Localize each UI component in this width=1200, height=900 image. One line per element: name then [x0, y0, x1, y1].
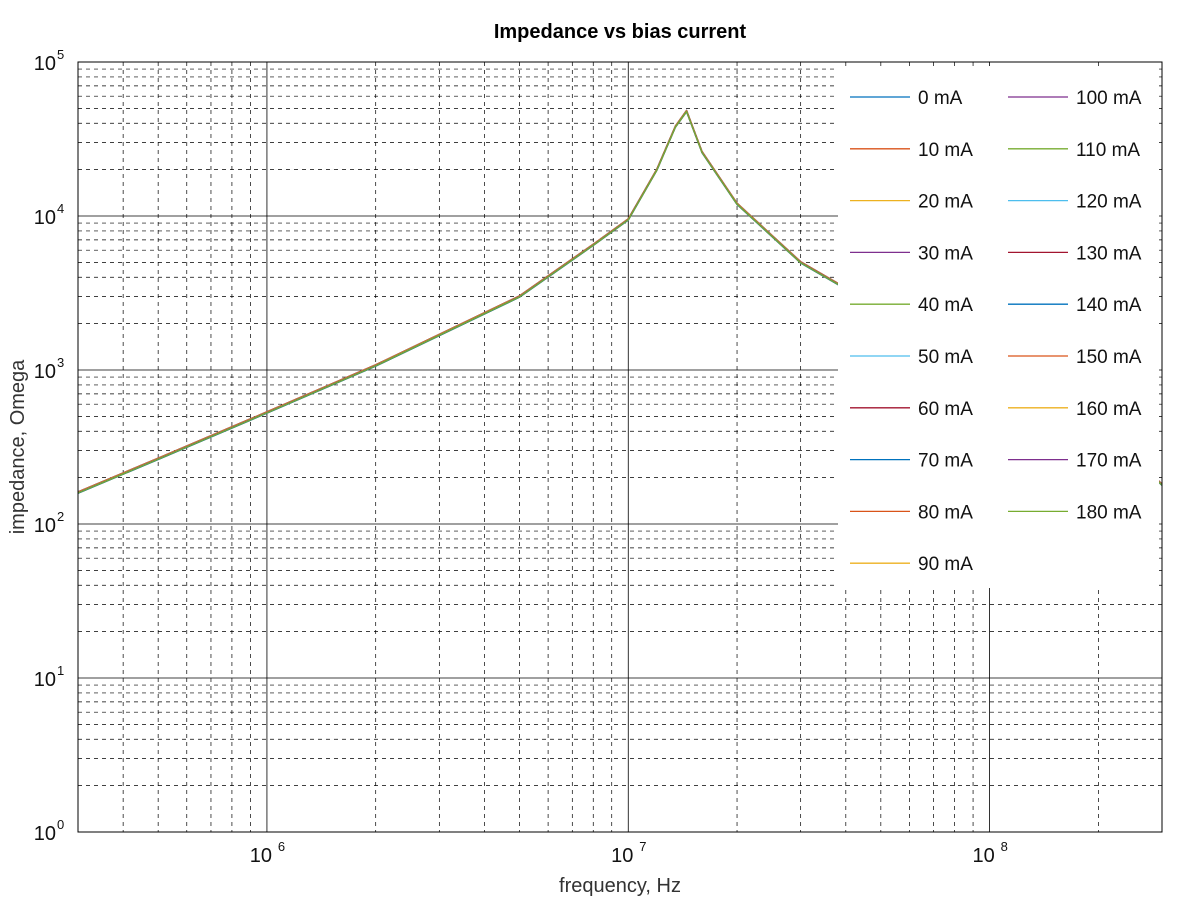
legend-label: 100 mA: [1076, 88, 1142, 109]
plot-frame: [77, 61, 1163, 833]
legend-label: 60 mA: [918, 399, 973, 420]
x-tick-exponent: 8: [1001, 839, 1008, 854]
legend-label: 110 mA: [1076, 140, 1140, 161]
x-tick-label: 10: [611, 845, 633, 867]
legend-label: 70 mA: [918, 451, 973, 472]
legend-label: 180 mA: [1076, 502, 1142, 523]
legend-label: 50 mA: [918, 347, 973, 368]
y-tick-label: 10: [34, 53, 56, 75]
x-tick-label: 10: [250, 845, 272, 867]
y-tick-exponent: 0: [57, 817, 64, 832]
x-tick-exponent: 6: [278, 839, 285, 854]
y-tick-exponent: 5: [57, 47, 64, 62]
legend-label: 170 mA: [1076, 451, 1142, 472]
y-axis-label: impedance, Omega: [7, 359, 29, 534]
legend-label: 0 mA: [918, 88, 963, 109]
legend-label: 30 mA: [918, 243, 973, 264]
y-tick-label: 10: [34, 515, 56, 537]
x-tick-labels: 10 6 10 7 10 8: [250, 839, 1008, 867]
chart-title: Impedance vs bias current: [494, 21, 747, 43]
legend-label: 90 mA: [918, 554, 973, 575]
y-tick-exponent: 4: [57, 201, 64, 216]
y-tick-exponent: 2: [57, 509, 64, 524]
legend-label: 40 mA: [918, 295, 973, 316]
legend-label: 140 mA: [1076, 295, 1142, 316]
legend-label: 80 mA: [918, 502, 973, 523]
legend-label: 150 mA: [1076, 347, 1142, 368]
legend-label: 10 mA: [918, 140, 973, 161]
legend-label: 20 mA: [918, 192, 973, 213]
x-axis-label: frequency, Hz: [559, 875, 681, 897]
x-tick-label: 10: [972, 845, 994, 867]
x-tick-exponent: 7: [639, 839, 646, 854]
legend-label: 130 mA: [1076, 243, 1142, 264]
y-tick-label: 10: [34, 823, 56, 845]
y-tick-label: 10: [34, 361, 56, 383]
legend-box: [838, 66, 1159, 588]
y-tick-exponent: 3: [57, 355, 64, 370]
y-tick-label: 10: [34, 207, 56, 229]
legend-label: 120 mA: [1076, 192, 1142, 213]
y-tick-label: 10: [34, 669, 56, 691]
legend-label: 160 mA: [1076, 399, 1142, 420]
y-tick-exponent: 1: [57, 663, 64, 678]
legend: 0 mA 10 mA 20 mA 30 mA 40 mA 50 mA 60 mA 70 mA 8…: [838, 66, 1159, 588]
